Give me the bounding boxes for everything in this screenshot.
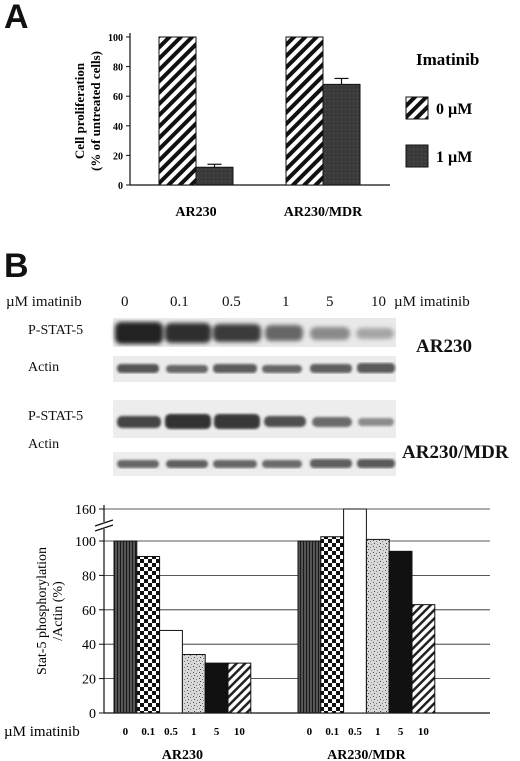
blot-group-label-mdr: AR230/MDR [402,442,509,463]
western-blot: µM imatinib 0 0.1 0.5 1 5 10 µM imatinib… [6,294,509,476]
bands-actin-ar230 [117,363,395,373]
x-tick-label-ar230-mdr-5: 5 [398,726,404,738]
axis-break-mark-1 [94,519,114,527]
legend-label-0-m: 0 µM [436,101,472,118]
row-label-actin-ar230: Actin [28,360,60,375]
y-tick-label-100: 100 [108,33,123,44]
x-tick-label-ar230-0-1: 0.1 [141,726,155,738]
bar-ar230-1 [181,654,206,714]
bar-ar230-0 [113,540,138,714]
legend-label-1-m: 1 µM [436,149,472,166]
x-tick-label-ar230-5: 5 [214,726,220,738]
concentration-0.5: 0.5 [222,294,241,310]
bar-ar230-0-1 [136,555,161,714]
y-tick-label-0: 0 [89,707,96,722]
axis-break-mark-2 [94,524,114,532]
bar-ar230-0-5 [159,629,183,714]
y-tick-label-160: 160 [75,503,96,518]
concentration-unit-label: µM imatinib [394,294,470,310]
y-tick-label-20: 20 [113,151,123,162]
y-axis-label-line-2: (% of untreated cells) [88,51,103,171]
panel-a-letter: A [4,0,29,36]
y-tick-label-60: 60 [82,604,96,619]
bar-ar230-mdr-0-m [285,36,324,186]
concentration-0: 0 [121,294,129,310]
legend-swatch-0-m [405,96,429,120]
x-tick-label-ar230-mdr-1: 1 [375,726,381,738]
bar-ar230-mdr-0-5 [343,508,367,714]
bar-ar230-0-m [158,36,197,186]
bar-ar230-mdr-1-m [322,83,361,186]
concentration-row-label: µM imatinib [6,294,82,310]
bar-ar230-mdr-1 [365,538,390,714]
x-tick-label-ar230-mdr-0: 0 [307,726,313,738]
y-axis-label-line-1: Cell proliferation [72,62,87,159]
x-tick-label-ar230-mdr-0-1: 0.1 [325,726,339,738]
bar-ar230-5 [204,662,229,714]
bar-ar230-mdr-10 [411,604,436,714]
bar-ar230-mdr-0-1 [320,536,345,714]
row-label-actin-mdr: Actin [28,437,60,452]
blot-group-label-ar230: AR230 [416,336,472,357]
legend-title: Imatinib [416,50,479,69]
x-tick-label-ar230-mdr-0-5: 0.5 [348,726,362,738]
y-tick-label-80: 80 [82,569,96,584]
x-category-label-ar230-mdr: AR230/MDR [284,205,363,220]
y-tick-label-20: 20 [82,673,96,688]
concentration-10: 10 [371,294,386,310]
bands-actin-mdr [117,459,395,468]
x-tick-label-ar230-10: 10 [234,726,246,738]
x-category-label-ar230: AR230 [175,205,216,220]
x-tick-label-ar230-0-5: 0.5 [164,726,178,738]
bands-pstat5-mdr [117,414,394,429]
panel-b-letter: B [4,247,29,285]
concentration-1: 1 [282,294,290,310]
y-tick-label-80: 80 [113,63,123,74]
bar-ar230-mdr-5 [388,550,413,714]
y-axis-label-line-1: Stat-5 phosphorylation [35,547,50,675]
group-label-ar230: AR230 [162,748,203,761]
axis-break-gap [95,522,113,529]
panel-a-chart: 0 20 40 60 80 100 Cell proliferation (% of untr… [72,33,479,220]
concentration-5: 5 [326,294,334,310]
group-label-ar230-mdr: AR230/MDR [327,748,406,761]
x-tick-label-ar230-0: 0 [123,726,129,738]
bar-ar230-10 [227,662,252,714]
y-tick-label-0: 0 [118,181,123,192]
row-label-pstat5-ar230: P-STAT-5 [28,323,84,338]
bands-pstat5-ar230 [115,322,394,344]
bar-ar230-mdr-0 [297,540,322,714]
x-tick-label-ar230-1: 1 [191,726,197,738]
row-label-pstat5-mdr: P-STAT-5 [28,409,84,424]
concentration-0.1: 0.1 [170,294,189,310]
y-axis-label-line-2: /Actin (%) [51,581,66,641]
y-tick-label-60: 60 [113,92,123,103]
x-row-label: µM imatinib [4,724,80,740]
y-tick-label-40: 40 [82,638,96,653]
blot-images [113,318,396,476]
y-tick-label-40: 40 [113,122,123,133]
x-tick-label-ar230-mdr-10: 10 [418,726,430,738]
legend-swatch-1-m [405,144,429,168]
y-tick-label-100: 100 [75,535,96,550]
